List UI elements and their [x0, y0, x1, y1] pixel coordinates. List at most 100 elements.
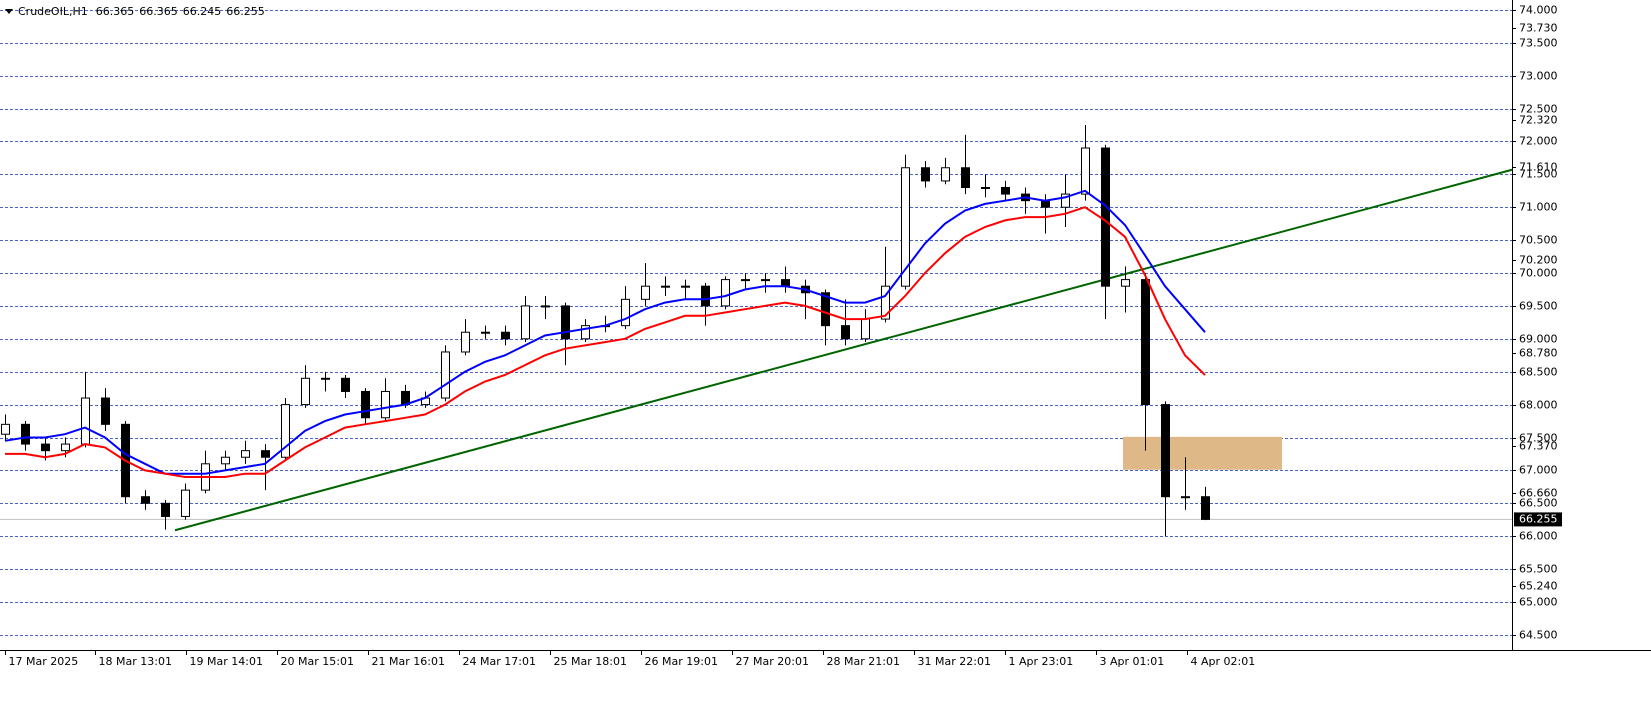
y-tick-label: 65.240 [1519, 580, 1558, 593]
candle-body [141, 496, 150, 504]
x-tick-label: 4 Apr 02:01 [1191, 655, 1256, 668]
y-tick-label: 65.000 [1519, 596, 1558, 609]
candle-body [1041, 200, 1050, 208]
x-tick-label: 1 Apr 23:01 [1009, 655, 1074, 668]
candle-body [161, 502, 170, 517]
candle-body [961, 167, 970, 188]
current-price-box [1514, 512, 1562, 527]
candle-body [721, 279, 730, 307]
candle-body [341, 377, 350, 392]
marks-layer [0, 125, 1513, 537]
y-tick-label: 72.000 [1519, 135, 1558, 148]
header-low: 66.245 [183, 5, 222, 18]
y-tick-label: 72.320 [1519, 114, 1558, 127]
candle-body [241, 450, 250, 458]
candle-body [661, 285, 670, 288]
candle-body [301, 377, 310, 406]
x-tick-label: 18 Mar 13:01 [99, 655, 172, 668]
y-tick-label: 72.500 [1519, 103, 1558, 116]
y-tick-label: 73.500 [1519, 37, 1558, 50]
y-tick-label: 68.000 [1519, 399, 1558, 412]
candle-body [501, 331, 510, 340]
candle-body [821, 292, 830, 327]
x-tick-label: 3 Apr 01:01 [1100, 655, 1165, 668]
y-tick-label: 70.000 [1519, 267, 1558, 280]
y-tick-label: 70.500 [1519, 234, 1558, 247]
moving-average [5, 206, 1206, 478]
x-tick-label: 25 Mar 18:01 [554, 655, 627, 668]
x-tick-label: 17 Mar 2025 [9, 655, 79, 668]
candle-body [581, 325, 590, 340]
header-high: 66.365 [139, 5, 178, 18]
axis-layer: 74.000 73.500 73.000 72.500 72.000 71.500 71.0… [5, 4, 1562, 668]
header-open: 66.365 [96, 5, 135, 18]
candle-body [1, 423, 10, 435]
candle-body [561, 305, 570, 340]
candle-body [1181, 496, 1190, 499]
chart-header: CrudeOIL,H1 66.365 66.365 66.245 66.255 [18, 5, 265, 18]
candle-body [1141, 279, 1150, 406]
candle-body [941, 167, 950, 182]
y-tick-label: 64.500 [1519, 629, 1558, 642]
symbol: CrudeOIL,H1 [18, 5, 88, 18]
y-tick-label: 74.000 [1519, 4, 1558, 17]
x-tick-label: 20 Mar 15:01 [281, 655, 354, 668]
header-close: 66.255 [226, 5, 265, 18]
candle-body [901, 167, 910, 287]
moving-average [4, 189, 1206, 475]
y-tick-label: 71.000 [1519, 201, 1558, 214]
supply-zone [1123, 436, 1282, 470]
candle-body [641, 285, 650, 300]
y-tick-label: 67.370 [1519, 440, 1558, 453]
candle-body [1121, 279, 1130, 287]
header-arrow [5, 9, 13, 14]
y-tick-label: 70.200 [1519, 254, 1558, 267]
y-tick-label: 69.000 [1519, 333, 1558, 346]
y-tick-label: 67.000 [1519, 464, 1558, 477]
candle-body [621, 298, 630, 327]
y-tick-label: 66.500 [1519, 497, 1558, 510]
candle-body [281, 404, 290, 458]
y-tick-label: 66.660 [1519, 487, 1558, 500]
candle-body [1161, 404, 1170, 498]
y-tick-label: 65.500 [1519, 563, 1558, 576]
candle-body [481, 331, 490, 334]
candle-body [861, 318, 870, 340]
candle-body [841, 325, 850, 340]
trendline [174, 168, 1513, 532]
x-tick-label: 21 Mar 16:01 [372, 655, 445, 668]
current-price-label: 66.255 [1519, 512, 1558, 525]
candle-body [1061, 193, 1070, 208]
candle-body [41, 443, 50, 452]
candle-body [81, 397, 90, 445]
candle-body [981, 187, 990, 189]
y-tick-label: 68.500 [1519, 366, 1558, 379]
candle-body [381, 390, 390, 419]
x-tick-label: 28 Mar 21:01 [827, 655, 900, 668]
candle-body [881, 285, 890, 320]
y-tick-label: 71.610 [1519, 161, 1558, 174]
candle-body [181, 489, 190, 517]
candle-body [221, 456, 230, 465]
candle-body [761, 279, 770, 282]
y-tick-label: 66.000 [1519, 530, 1558, 543]
y-tick-label: 69.500 [1519, 300, 1558, 313]
candle-body [681, 285, 690, 288]
candle-body [261, 450, 270, 458]
candle-body [1081, 147, 1090, 195]
candle-body [1201, 496, 1210, 520]
candle-body [701, 285, 710, 307]
candle-body [521, 305, 530, 340]
candle-body [1001, 187, 1010, 195]
x-tick-label: 24 Mar 17:01 [463, 655, 536, 668]
y-tick-label: 68.780 [1519, 347, 1558, 360]
candle-body [441, 351, 450, 399]
candle-body [321, 377, 330, 380]
candle-body [101, 397, 110, 425]
candle-body [1101, 147, 1110, 287]
x-tick-label: 26 Mar 19:01 [645, 655, 718, 668]
candle-body [361, 390, 370, 419]
candle-body [541, 305, 550, 308]
